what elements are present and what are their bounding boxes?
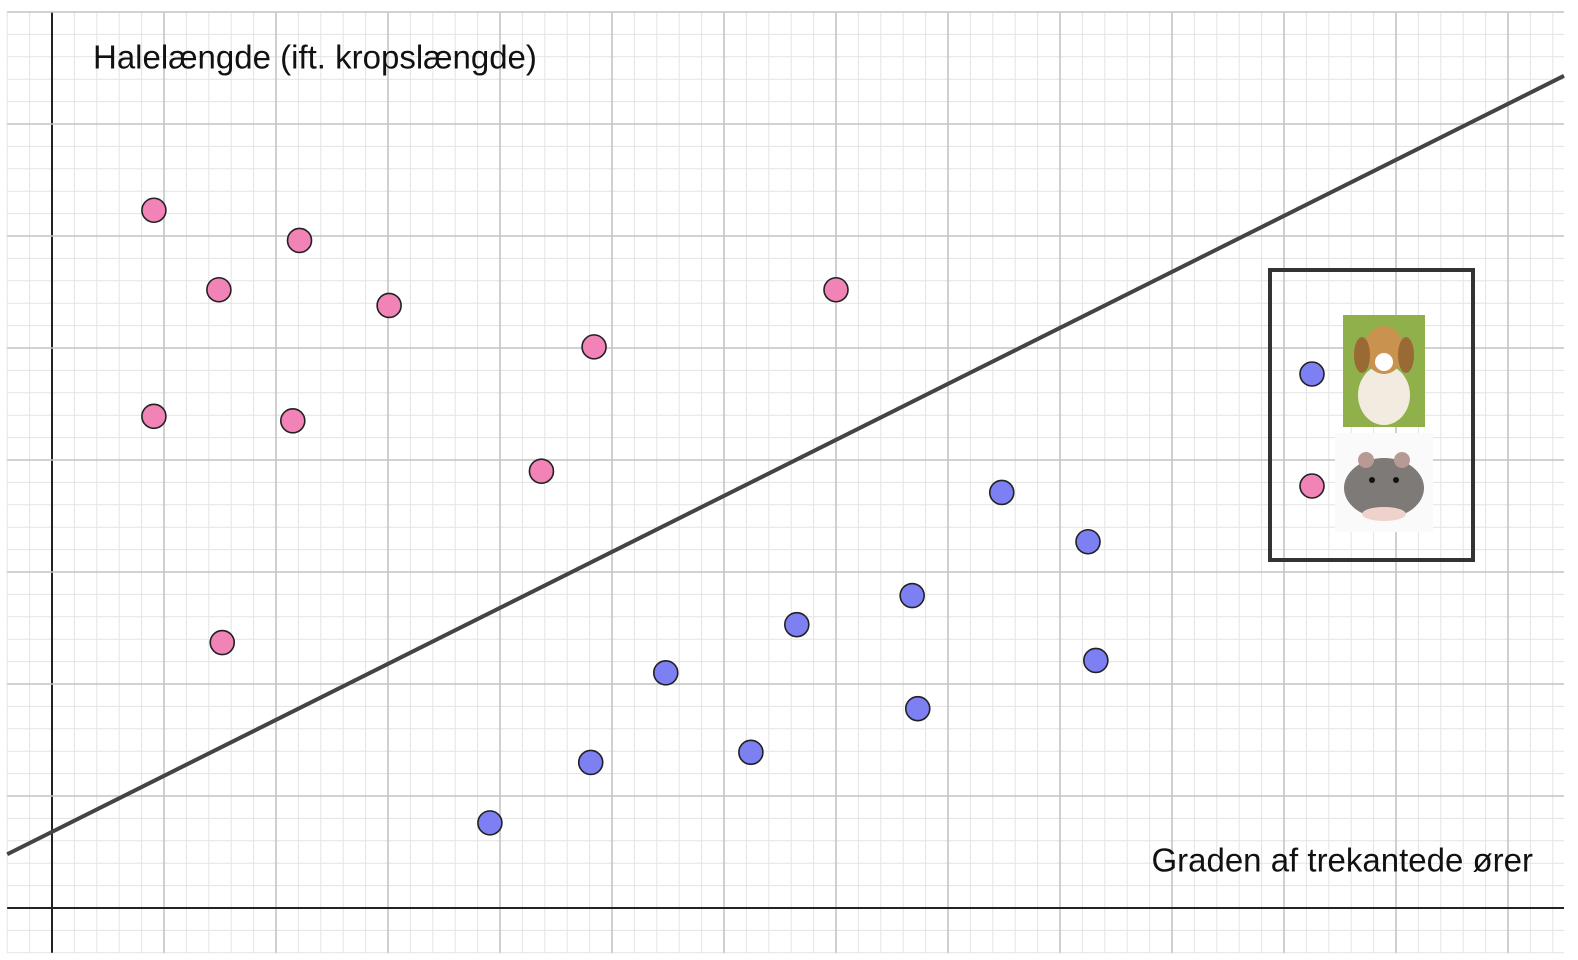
boundary-line (6, 74, 1565, 857)
icon-ear (1358, 452, 1374, 468)
data-point (209, 629, 236, 656)
data-point (783, 611, 810, 638)
icon-eye (1393, 477, 1399, 483)
icon-feet (1362, 507, 1406, 521)
icon-ear (1398, 337, 1414, 373)
data-point (823, 276, 849, 303)
data-point (141, 403, 167, 430)
data-point (988, 479, 1015, 506)
icon-muzzle (1375, 353, 1393, 371)
icon-body (1358, 365, 1410, 425)
data-point (376, 292, 402, 319)
legend-marker (1299, 473, 1325, 499)
icon-head (1364, 326, 1404, 374)
dog-icon (1343, 315, 1425, 427)
hamster-icon (1335, 433, 1433, 532)
data-point (206, 276, 232, 303)
data-point (738, 739, 764, 766)
legend-marker (1299, 361, 1325, 387)
icon-ear (1354, 337, 1370, 373)
grid (6, 11, 1564, 954)
data-point (577, 749, 604, 776)
data-point (1083, 647, 1109, 674)
data-point (1075, 528, 1101, 555)
data-point (652, 659, 679, 686)
data-point (581, 334, 607, 360)
data-point (286, 227, 313, 254)
plot (6, 74, 1565, 857)
icon-ear (1394, 452, 1410, 468)
data-point (528, 458, 555, 485)
data-point (477, 810, 503, 836)
x-axis-label: Graden af trekantede ører (1151, 842, 1533, 879)
data-point (141, 197, 167, 224)
data-point (904, 695, 931, 722)
legend-frame (1268, 268, 1475, 562)
legend (1268, 268, 1475, 562)
data-point (899, 582, 925, 609)
icon-body (1344, 458, 1424, 518)
y-axis-label: Halelængde (ift. kropslængde) (93, 39, 537, 76)
icon-eye (1369, 477, 1375, 483)
data-point (279, 407, 306, 434)
